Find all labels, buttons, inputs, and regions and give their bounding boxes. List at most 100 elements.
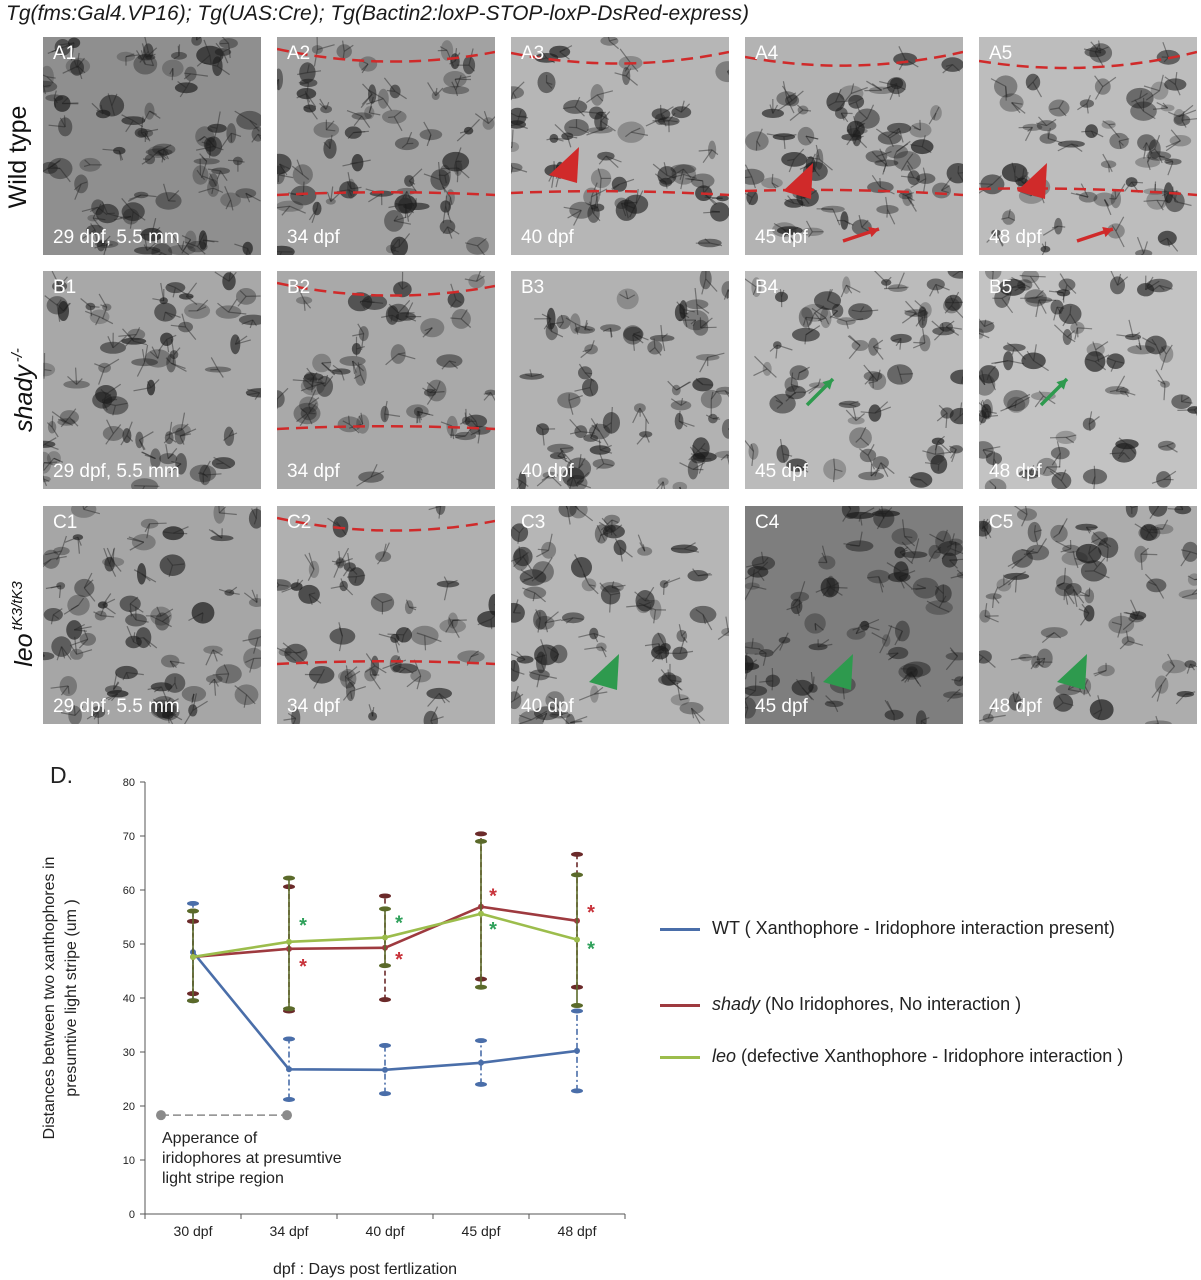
panel-age-label: 34 dpf	[287, 696, 340, 717]
panel-age-label: 48 dpf	[989, 227, 1042, 248]
row-label-genotype: -/-	[9, 348, 26, 363]
micrograph-image	[277, 37, 495, 255]
panel-age-label: 34 dpf	[287, 227, 340, 248]
y-tick-label: 30	[123, 1047, 135, 1059]
x-tick-label: 34 dpf	[270, 1223, 309, 1239]
data-point-wt	[382, 1066, 388, 1073]
error-cap-leo	[571, 872, 583, 878]
annotation-start-dot	[156, 1110, 166, 1121]
row-label-italic: leo	[10, 633, 38, 667]
chart-d: D. 0 10 20 30 40 50 60 70 80 30 dpf 34 dpf 40 dpf 45…	[0, 750, 1201, 1280]
legend-label-wt: WT ( Xanthophore - Iridophore interactio…	[712, 918, 1115, 938]
cell-texture	[277, 271, 495, 487]
error-cap-leo	[475, 984, 487, 990]
significance-star-shady: *	[395, 949, 403, 971]
error-cap-leo	[187, 908, 199, 914]
micrograph-image	[277, 506, 495, 724]
panel-a1: A1 29 dpf, 5.5 mm	[43, 37, 261, 255]
error-cap-wt	[187, 901, 199, 906]
x-tick-label: 48 dpf	[558, 1223, 597, 1239]
annotation-text: light stripe region	[162, 1170, 284, 1187]
error-cap-wt	[571, 1088, 583, 1094]
panel-a3: A3 40 dpf	[511, 37, 729, 255]
stripe-boundary-line	[745, 188, 963, 197]
data-point-leo	[286, 938, 292, 945]
legend-italic-leo: leo	[712, 1046, 737, 1066]
error-cap-wt	[475, 1038, 487, 1044]
legend-italic-shady: shady	[712, 994, 761, 1014]
panel-age-label: 48 dpf	[989, 461, 1042, 482]
cell-texture	[745, 46, 963, 244]
y-tick-label: 40	[123, 993, 135, 1005]
cell-texture	[979, 506, 1197, 724]
panel-c3: C3 40 dpf	[511, 506, 729, 724]
red-arrowhead-icon	[1017, 163, 1047, 199]
green-arrowhead-icon	[823, 654, 853, 690]
y-tick-label: 0	[129, 1209, 135, 1221]
row-label-genotype: tK3/tK3	[9, 581, 26, 631]
legend-swatch-leo	[660, 1056, 700, 1059]
stripe-boundary-line	[277, 191, 495, 197]
panel-age-label: 48 dpf	[989, 696, 1042, 717]
stripe-boundary-line	[277, 660, 495, 666]
micrograph-image	[43, 271, 261, 489]
cell-texture	[979, 40, 1197, 255]
micrograph-image	[745, 46, 963, 244]
red-arrowhead-icon	[783, 163, 813, 199]
panel-age-label: 29 dpf, 5.5 mm	[53, 696, 180, 717]
panel-c1: C1 29 dpf, 5.5 mm	[43, 506, 261, 724]
significance-star-leo: *	[587, 939, 595, 961]
panel-age-label: 29 dpf, 5.5 mm	[53, 461, 180, 482]
cell-texture	[516, 271, 729, 489]
y-tick-label: 50	[123, 939, 135, 951]
micrograph-image	[979, 40, 1197, 255]
significance-star-leo: *	[489, 919, 497, 941]
error-cap-leo	[283, 875, 295, 881]
annotation-end-dot	[282, 1110, 292, 1121]
series-wt	[187, 901, 583, 1103]
data-point-leo	[478, 910, 484, 917]
y-tick-label: 10	[123, 1155, 135, 1167]
legend-label-shady: shady (No Iridophores, No interaction )	[712, 992, 1152, 1016]
chart-plot: 0 10 20 30 40 50 60 70 80 30 dpf 34 dpf 40 dpf 45 dp…	[41, 777, 626, 1278]
cell-texture	[745, 506, 963, 724]
error-cap-leo	[379, 963, 391, 969]
micrograph-image	[43, 506, 261, 724]
error-cap-shady	[475, 831, 487, 837]
panel-c5: C5 48 dpf	[979, 506, 1197, 724]
error-cap-leo	[571, 1003, 583, 1009]
error-cap-leo	[283, 1006, 295, 1012]
panel-id-label: A5	[989, 43, 1013, 64]
error-cap-wt	[571, 1008, 583, 1014]
panel-age-label: 34 dpf	[287, 461, 340, 482]
row-label-text: Wild type	[4, 105, 32, 209]
cell-texture	[43, 37, 261, 255]
panel-b3: B3 40 dpf	[511, 271, 729, 489]
cell-texture	[979, 271, 1197, 489]
panel-a2: A2 34 dpf	[277, 37, 495, 255]
stripe-boundary-line	[511, 189, 729, 197]
data-point-wt	[286, 1066, 292, 1073]
legend-swatch-wt	[660, 928, 700, 931]
panel-id-label: A2	[287, 43, 311, 64]
error-cap-wt	[283, 1036, 295, 1042]
error-cap-leo	[379, 906, 391, 912]
panel-c2: C2 34 dpf	[277, 506, 495, 724]
row-label-shady: shady -/-	[0, 270, 38, 510]
micrograph-image	[745, 506, 963, 724]
y-tick-label: 80	[123, 777, 135, 789]
micrograph-image	[511, 506, 729, 724]
error-cap-wt	[379, 1091, 391, 1097]
panel-b2: B2 34 dpf	[277, 271, 495, 489]
x-tick-label: 40 dpf	[366, 1223, 405, 1239]
cell-texture	[43, 506, 261, 724]
green-arrow-icon	[1039, 377, 1069, 407]
series-leo	[187, 838, 583, 1012]
panel-id-label: C1	[53, 512, 78, 533]
error-cap-leo	[187, 998, 199, 1004]
green-arrow-icon	[805, 377, 835, 407]
y-tick-label: 70	[123, 831, 135, 843]
legend-swatch-shady	[660, 1004, 700, 1007]
data-point-leo	[382, 934, 388, 941]
y-tick-label: 60	[123, 885, 135, 897]
